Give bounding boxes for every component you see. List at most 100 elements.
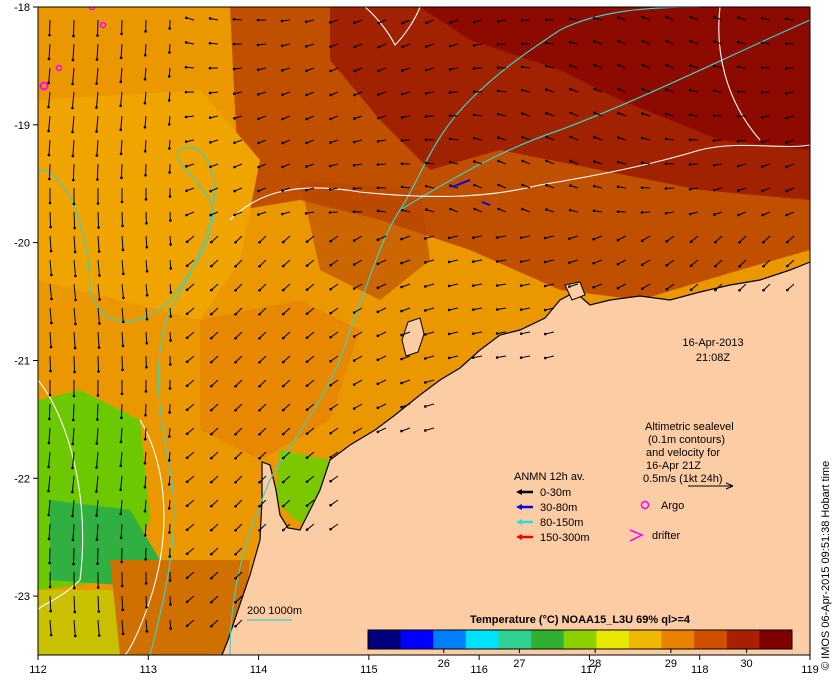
velocity-arrow-head	[329, 93, 332, 97]
velocity-arrow-head	[448, 68, 452, 71]
velocity-arrow	[120, 67, 123, 82]
velocity-arrow	[120, 499, 123, 514]
velocity-arrow	[233, 67, 243, 70]
velocity-arrow-head	[640, 211, 644, 214]
velocity-arrow-head	[185, 600, 189, 604]
velocity-arrow	[49, 259, 52, 276]
velocity-arrow-head	[495, 236, 499, 239]
velocity-arrow-head	[593, 135, 596, 139]
velocity-arrow	[306, 499, 315, 507]
velocity-arrow-head	[688, 138, 692, 141]
velocity-arrow-head	[169, 219, 172, 222]
velocity-arrow	[738, 17, 747, 21]
velocity-arrow-head	[305, 288, 309, 291]
velocity-arrow-head	[47, 465, 50, 469]
velocity-arrow	[330, 499, 339, 506]
velocity-arrow	[259, 331, 267, 339]
velocity-arrow-head	[305, 69, 308, 73]
velocity-arrow-head	[72, 178, 75, 182]
velocity-arrow-head	[785, 189, 788, 193]
velocity-arrow-head	[145, 317, 149, 321]
velocity-arrow	[96, 427, 99, 444]
velocity-arrow-head	[616, 210, 620, 213]
velocity-arrow	[259, 307, 267, 315]
velocity-arrow	[617, 259, 627, 265]
velocity-arrow	[211, 475, 219, 483]
shelf-water-mid	[200, 300, 360, 460]
velocity-arrow-head	[185, 408, 189, 412]
velocity-arrow	[546, 65, 555, 69]
velocity-arrow	[120, 163, 123, 178]
velocity-arrow	[546, 160, 555, 165]
velocity-arrow	[569, 259, 579, 264]
velocity-arrow-head	[232, 42, 236, 46]
velocity-arrow-head	[543, 284, 547, 288]
velocity-arrow-head	[168, 195, 172, 198]
velocity-arrow	[211, 571, 219, 579]
velocity-arrow-head	[495, 356, 499, 359]
velocity-arrow	[49, 331, 52, 348]
velocity-arrow-head	[424, 261, 427, 264]
argo-legend-label: Argo	[661, 500, 684, 512]
velocity-arrow	[186, 187, 195, 192]
velocity-arrow	[306, 235, 315, 243]
velocity-arrow-head	[210, 480, 213, 484]
velocity-arrow	[235, 379, 243, 387]
velocity-arrow-head	[258, 432, 261, 436]
velocity-arrow-head	[521, 183, 524, 187]
velocity-arrow-head	[688, 187, 692, 191]
velocity-arrow-head	[73, 610, 77, 614]
velocity-arrow	[666, 259, 675, 266]
velocity-arrow	[594, 17, 603, 21]
velocity-arrow-head	[545, 135, 548, 139]
legend-label: 30-80m	[540, 502, 577, 514]
velocity-arrow	[258, 139, 267, 144]
velocity-arrow	[73, 355, 76, 372]
velocity-arrow-head	[145, 293, 149, 297]
velocity-arrow	[402, 19, 411, 24]
velocity-arrow-head	[281, 93, 284, 97]
velocity-arrow-head	[49, 249, 53, 253]
velocity-arrow-head	[49, 633, 53, 637]
velocity-arrow-head	[593, 40, 596, 43]
velocity-arrow-head	[545, 88, 548, 91]
velocity-arrow-head	[144, 582, 148, 585]
altimetry-line: and velocity for	[646, 447, 720, 459]
velocity-arrow-head	[592, 209, 596, 213]
velocity-arrow-head	[305, 117, 308, 121]
velocity-arrow-head	[592, 261, 595, 265]
velocity-arrow-head	[282, 288, 285, 292]
velocity-arrow	[330, 235, 339, 242]
velocity-arrow	[306, 475, 315, 483]
velocity-arrow	[426, 209, 435, 213]
altimetry-line: (0.1m contours)	[648, 434, 725, 446]
velocity-arrow-head	[258, 360, 261, 364]
velocity-arrow	[330, 475, 339, 482]
velocity-arrow	[450, 161, 459, 165]
velocity-arrow	[474, 184, 483, 189]
velocity-arrow-head	[521, 207, 524, 211]
velocity-arrow	[211, 451, 219, 459]
velocity-arrow	[426, 43, 435, 48]
velocity-arrow	[235, 331, 243, 339]
lon-tick-label: 117	[581, 664, 599, 676]
velocity-arrow	[473, 259, 483, 263]
velocity-arrow-head	[713, 15, 716, 19]
velocity-arrow-head	[519, 260, 523, 263]
velocity-arrow-head	[664, 137, 668, 141]
velocity-arrow-head	[712, 139, 716, 142]
velocity-arrow-head	[424, 92, 428, 95]
velocity-arrow	[169, 235, 172, 245]
velocity-arrow-head	[447, 260, 451, 264]
velocity-arrow	[210, 211, 219, 216]
velocity-arrow-head	[496, 43, 500, 46]
velocity-arrow	[401, 235, 411, 240]
velocity-arrow-head	[48, 33, 51, 37]
velocity-arrow-head	[258, 336, 261, 340]
velocity-arrow-head	[737, 213, 740, 217]
velocity-arrow-head	[665, 240, 669, 243]
velocity-arrow	[546, 184, 555, 189]
velocity-arrow-head	[185, 552, 189, 556]
velocity-arrow-head	[72, 202, 76, 206]
velocity-arrow	[235, 403, 243, 411]
